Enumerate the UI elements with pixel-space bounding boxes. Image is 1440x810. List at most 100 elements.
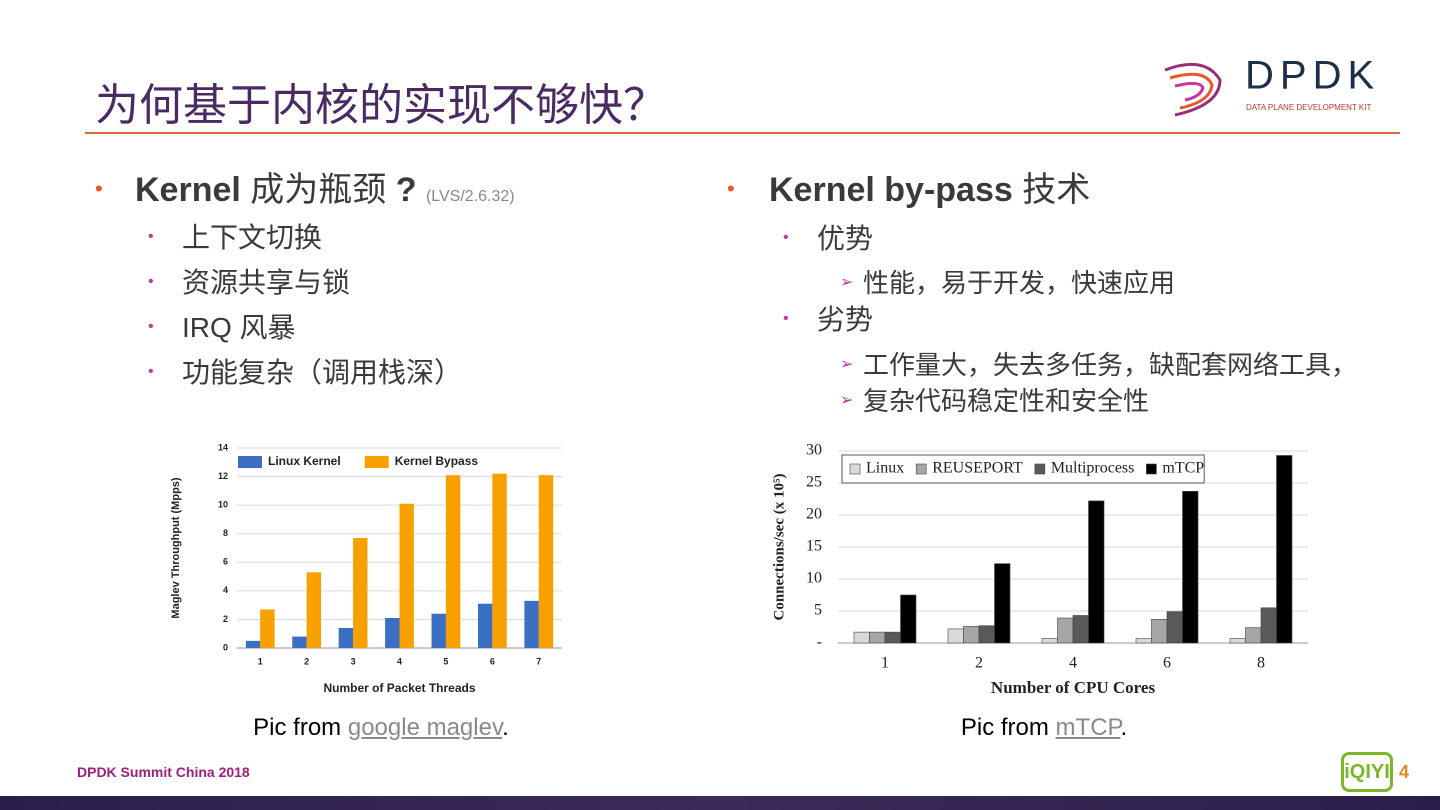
arrow-bullet: ➢ <box>840 392 854 409</box>
y-tick-label: 10 <box>806 570 822 587</box>
legend-label: Multiprocess <box>1051 460 1135 477</box>
heading-part: 技术 <box>1012 171 1091 209</box>
logo-arc <box>1174 81 1205 102</box>
logo: DPDK DATA PLANE DEVELOPMENT KIT <box>1164 54 1380 117</box>
bullet: • <box>148 228 154 245</box>
list-item: 上下文切换 <box>182 222 323 253</box>
x-tick-label: 1 <box>258 656 263 666</box>
bar <box>900 594 917 644</box>
bar <box>1182 491 1199 644</box>
x-tick-label: 7 <box>536 656 541 666</box>
caption-text: Pic from <box>960 714 1056 741</box>
bar <box>1276 455 1293 644</box>
bullet: • <box>95 176 103 201</box>
bar <box>245 640 261 648</box>
footer-event: DPDK Summit China 2018 <box>77 764 250 780</box>
x-tick-label: 3 <box>351 656 356 666</box>
bar <box>1229 638 1246 644</box>
y-tick-label: 2 <box>223 614 228 624</box>
legend-label: Linux Kernel <box>268 454 341 468</box>
y-axis-label: Maglev Throughput (Mpps) <box>170 477 182 618</box>
heading-note: (LVS/2.6.32) <box>425 188 515 205</box>
bar <box>947 628 964 644</box>
x-tick-label: 4 <box>397 656 402 666</box>
bar <box>260 609 275 648</box>
heading: Kernel 成为瓶颈 ? (LVS/2.6.32) <box>135 170 515 217</box>
bullet: • <box>727 176 735 201</box>
bar <box>853 631 870 644</box>
legend-swatch <box>849 463 861 475</box>
list-item: 功能复杂（调用栈深） <box>182 357 463 388</box>
bar <box>1151 619 1168 644</box>
page-number: 4 <box>1399 762 1410 782</box>
heading: Kernel by-pass 技术 <box>769 170 1090 210</box>
x-tick-label: 2 <box>975 655 983 672</box>
caption-text: . <box>1120 714 1128 741</box>
y-tick-label: 30 <box>806 442 822 459</box>
bar <box>492 473 507 648</box>
title-rule <box>85 132 1400 134</box>
x-tick-label: 4 <box>1069 655 1077 672</box>
x-tick-label: 8 <box>1257 655 1265 672</box>
bar <box>306 572 322 648</box>
y-tick-label: 6 <box>223 557 228 567</box>
bar <box>963 626 980 644</box>
caption: Pic from mTCP. <box>794 713 1294 743</box>
logo-arc <box>1164 62 1222 117</box>
y-tick-label: 14 <box>218 442 228 452</box>
y-tick-label: 25 <box>806 474 822 491</box>
legend-swatch <box>915 463 927 475</box>
x-tick-label: 2 <box>304 656 309 666</box>
bar <box>431 613 446 648</box>
bar <box>1135 638 1152 644</box>
y-tick-label: 10 <box>218 500 228 510</box>
caption-link[interactable]: google maglev <box>347 714 503 741</box>
bar <box>399 503 414 648</box>
slide-title: 为何基于内核的实现不够快？ <box>95 81 667 130</box>
y-tick-label: 5 <box>814 602 822 619</box>
bar <box>884 631 901 644</box>
sub-item: 性能，易于开发，快速应用 <box>863 268 1176 298</box>
legend-swatch <box>238 456 262 468</box>
list-item: 优势 <box>817 223 874 254</box>
x-axis-label: Number of CPU Cores <box>991 678 1156 697</box>
bullet: • <box>148 273 154 290</box>
bar <box>445 475 461 648</box>
bar <box>1072 615 1089 644</box>
bar <box>477 603 493 648</box>
bar <box>1245 627 1262 644</box>
caption-text: Pic from <box>253 714 348 741</box>
y-tick-label: 12 <box>218 471 228 481</box>
arrow-bullet: ➢ <box>840 274 854 291</box>
legend-label: REUSEPORT <box>932 460 1023 477</box>
bottom-bar <box>0 796 1440 810</box>
x-tick-label: 6 <box>1163 655 1171 672</box>
list-item: 劣势 <box>817 304 874 335</box>
caption-link[interactable]: mTCP <box>1055 714 1121 741</box>
bar <box>1088 500 1105 644</box>
y-tick-label: 20 <box>806 506 822 523</box>
bar <box>994 563 1011 644</box>
legend-swatch <box>364 456 389 468</box>
legend-label: mTCP <box>1162 460 1204 477</box>
heading-part: ? <box>395 171 417 209</box>
legend-swatch <box>1146 463 1157 475</box>
x-axis-label: Number of Packet Threads <box>323 681 475 695</box>
caption-text: . <box>502 714 509 741</box>
y-tick-label: - <box>817 634 822 651</box>
bullet: • <box>148 363 154 380</box>
legend-label: Linux <box>866 460 904 477</box>
bar <box>1057 617 1074 644</box>
y-tick-label: 15 <box>806 538 822 555</box>
y-axis-label: Connections/sec (x 10⁵) <box>771 474 787 621</box>
legend-label: Kernel Bypass <box>395 454 479 468</box>
heading-part: Kernel <box>135 171 241 209</box>
bullet: • <box>783 310 789 327</box>
heading-part: Kernel by-pass <box>769 171 1013 209</box>
bar <box>385 618 400 648</box>
brand-logo: iQIYI <box>1341 752 1393 792</box>
bar <box>1041 638 1058 644</box>
x-tick-label: 5 <box>443 656 448 666</box>
logo-name: DPDK <box>1245 54 1380 98</box>
